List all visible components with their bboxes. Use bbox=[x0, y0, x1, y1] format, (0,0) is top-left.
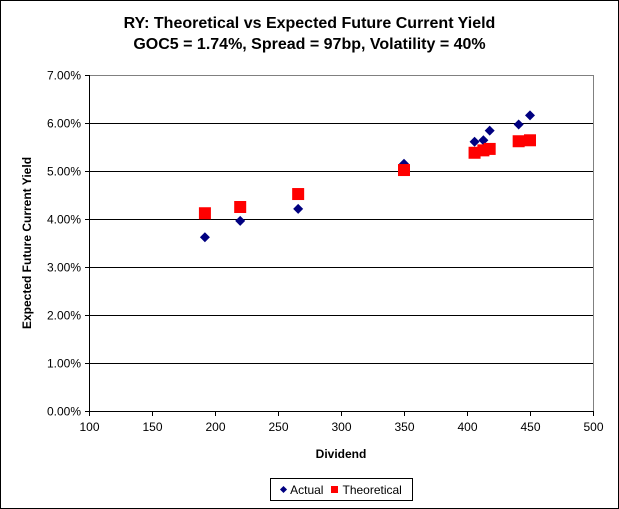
data-point-theoretical bbox=[234, 201, 247, 213]
x-axis-ticks: 100 150 200 250 300 350 400 450 500 bbox=[79, 411, 604, 434]
data-point-theoretical bbox=[524, 134, 536, 147]
data-point-actual bbox=[484, 125, 495, 136]
square-marker-icon bbox=[331, 486, 339, 493]
data-point-actual bbox=[199, 232, 210, 243]
data-point-actual bbox=[513, 119, 524, 130]
data-point-actual bbox=[293, 203, 304, 214]
x-tick-label: 350 bbox=[394, 420, 414, 434]
data-point-actual bbox=[469, 136, 480, 147]
data-point-theoretical bbox=[512, 135, 525, 148]
y-tick-label: 5.00% bbox=[47, 165, 81, 179]
data-point-actual bbox=[235, 215, 246, 226]
x-tick-label: 300 bbox=[331, 420, 351, 434]
x-tick-label: 200 bbox=[205, 420, 225, 434]
data-points bbox=[198, 110, 536, 243]
chart-subtitle: GOC5 = 1.74%, Spread = 97bp, Volatility … bbox=[133, 36, 486, 53]
data-point-actual bbox=[478, 135, 489, 146]
y-tick-label: 3.00% bbox=[47, 261, 81, 275]
x-tick-label: 250 bbox=[268, 420, 288, 434]
legend-item-actual: Actual bbox=[280, 482, 324, 497]
legend: Actual Theoretical bbox=[270, 478, 413, 501]
y-axis-ticks: 0.00% 1.00% 2.00% 3.00% 4.00% 5.00% 6.00% 7.00% bbox=[47, 69, 89, 419]
data-point-theoretical bbox=[483, 142, 496, 155]
data-point-actual bbox=[525, 110, 535, 121]
data-point-theoretical bbox=[198, 207, 211, 220]
legend-item-theoretical: Theoretical bbox=[331, 482, 402, 497]
x-tick-label: 400 bbox=[457, 420, 477, 434]
x-tick-label: 100 bbox=[79, 420, 99, 434]
diamond-marker-icon bbox=[280, 485, 288, 494]
y-tick-label: 2.00% bbox=[47, 309, 81, 323]
y-tick-label: 1.00% bbox=[47, 357, 81, 371]
legend-label-theoretical: Theoretical bbox=[342, 482, 402, 497]
x-tick-label: 450 bbox=[520, 420, 540, 434]
y-tick-label: 0.00% bbox=[47, 405, 81, 419]
chart-title: RY: Theoretical vs Expected Future Curre… bbox=[123, 15, 496, 32]
x-axis-label: Dividend bbox=[316, 447, 367, 461]
data-point-theoretical bbox=[398, 164, 410, 177]
data-point-theoretical bbox=[292, 188, 305, 201]
gridlines bbox=[89, 75, 593, 364]
legend-label-actual: Actual bbox=[290, 482, 324, 497]
x-tick-label: 500 bbox=[583, 420, 603, 434]
y-axis-label: Expected Future Current Yield bbox=[20, 157, 34, 329]
y-tick-label: 6.00% bbox=[47, 117, 81, 131]
x-tick-label: 150 bbox=[142, 420, 162, 434]
y-tick-label: 7.00% bbox=[47, 69, 81, 83]
y-tick-label: 4.00% bbox=[47, 213, 81, 227]
